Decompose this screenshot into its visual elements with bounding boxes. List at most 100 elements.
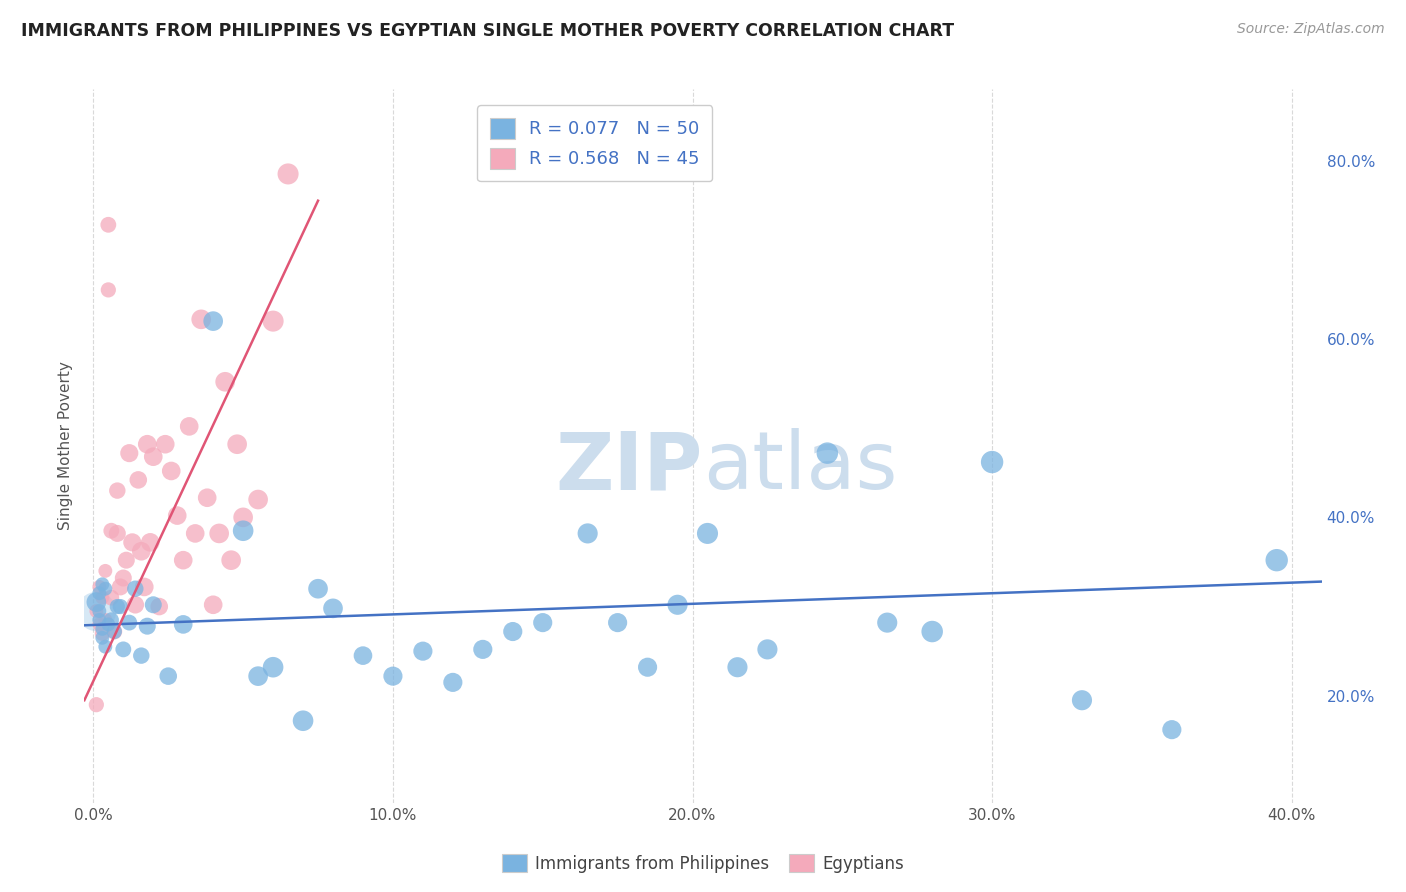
Point	[100, 613, 122, 627]
Text: Source: ZipAtlas.com: Source: ZipAtlas.com	[1237, 22, 1385, 37]
Point	[160, 464, 183, 478]
Point	[1160, 723, 1182, 737]
Point	[232, 524, 254, 538]
Point	[1265, 553, 1288, 567]
Point	[91, 577, 114, 591]
Point	[105, 526, 128, 541]
Point	[876, 615, 898, 630]
Point	[172, 617, 194, 632]
Point	[118, 446, 141, 460]
Point	[136, 437, 159, 451]
Point	[666, 598, 689, 612]
Point	[232, 510, 254, 524]
Point	[91, 622, 114, 636]
Point	[129, 648, 152, 663]
Point	[103, 624, 125, 639]
Point	[195, 491, 218, 505]
Point	[100, 524, 122, 538]
Point	[247, 492, 270, 507]
Point	[142, 450, 165, 464]
Point	[412, 644, 434, 658]
Point	[441, 675, 464, 690]
Point	[214, 375, 236, 389]
Point	[124, 598, 146, 612]
Point	[118, 615, 141, 630]
Legend: Immigrants from Philippines, Egyptians: Immigrants from Philippines, Egyptians	[495, 847, 911, 880]
Point	[91, 591, 114, 605]
Point	[110, 580, 132, 594]
Point	[202, 598, 225, 612]
Point	[322, 601, 344, 615]
Point	[606, 615, 628, 630]
Point	[91, 626, 114, 640]
Point	[226, 437, 249, 451]
Point	[696, 526, 718, 541]
Point	[148, 599, 170, 614]
Point	[100, 591, 122, 605]
Point	[127, 473, 149, 487]
Legend: R = 0.077   N = 50, R = 0.568   N = 45: R = 0.077 N = 50, R = 0.568 N = 45	[477, 105, 713, 181]
Point	[471, 642, 494, 657]
Point	[981, 455, 1004, 469]
Point	[94, 564, 117, 578]
Point	[531, 615, 554, 630]
Point	[103, 624, 125, 639]
Point	[179, 419, 201, 434]
Point	[97, 283, 120, 297]
Point	[97, 617, 120, 632]
Point	[502, 624, 524, 639]
Point	[202, 314, 225, 328]
Point	[112, 571, 135, 585]
Point	[157, 669, 180, 683]
Point	[277, 167, 299, 181]
Point	[94, 582, 117, 596]
Point	[352, 648, 374, 663]
Point	[190, 312, 212, 326]
Point	[637, 660, 659, 674]
Point	[86, 595, 108, 609]
Point	[756, 642, 779, 657]
Text: atlas: atlas	[703, 428, 897, 507]
Point	[262, 314, 284, 328]
Point	[112, 642, 135, 657]
Point	[134, 580, 156, 594]
Point	[129, 544, 152, 558]
Point	[184, 526, 207, 541]
Point	[727, 660, 749, 674]
Point	[576, 526, 599, 541]
Point	[815, 446, 838, 460]
Point	[105, 483, 128, 498]
Point	[86, 698, 108, 712]
Point	[247, 669, 270, 683]
Point	[139, 535, 162, 549]
Point	[142, 598, 165, 612]
Point	[921, 624, 943, 639]
Point	[94, 613, 117, 627]
Point	[1071, 693, 1094, 707]
Point	[292, 714, 315, 728]
Point	[121, 535, 143, 549]
Point	[307, 582, 329, 596]
Point	[86, 604, 108, 618]
Text: IMMIGRANTS FROM PHILIPPINES VS EGYPTIAN SINGLE MOTHER POVERTY CORRELATION CHART: IMMIGRANTS FROM PHILIPPINES VS EGYPTIAN …	[21, 22, 955, 40]
Point	[89, 580, 111, 594]
Point	[262, 660, 284, 674]
Point	[89, 586, 111, 600]
Point	[89, 604, 111, 618]
Point	[97, 218, 120, 232]
Point	[86, 604, 108, 618]
Point	[172, 553, 194, 567]
Point	[208, 526, 231, 541]
Y-axis label: Single Mother Poverty: Single Mother Poverty	[58, 361, 73, 531]
Point	[91, 631, 114, 645]
Point	[136, 619, 159, 633]
Point	[89, 617, 111, 632]
Point	[155, 437, 177, 451]
Point	[105, 599, 128, 614]
Point	[94, 640, 117, 654]
Point	[110, 599, 132, 614]
Text: ZIP: ZIP	[555, 428, 703, 507]
Point	[115, 553, 138, 567]
Point	[381, 669, 404, 683]
Point	[89, 613, 111, 627]
